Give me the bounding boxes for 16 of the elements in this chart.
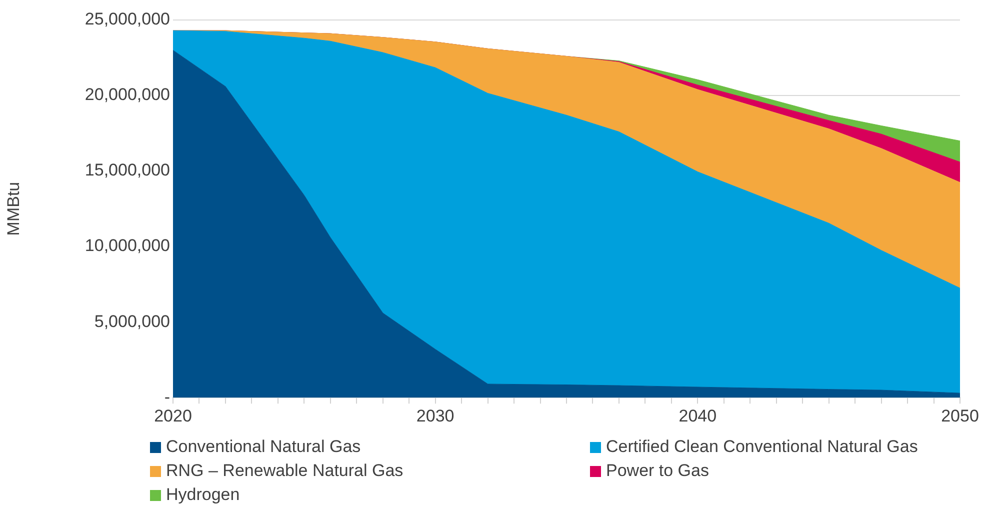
legend-label: RNG – Renewable Natural Gas	[166, 461, 404, 481]
y-tick-label: -	[164, 387, 170, 406]
y-tick-label: 25,000,000	[84, 10, 170, 29]
y-tick-label: 15,000,000	[84, 160, 170, 180]
legend-label: Hydrogen	[166, 485, 240, 505]
x-tick-label: 2030	[416, 406, 454, 426]
x-tick-label: 2020	[154, 406, 192, 426]
y-tick-label: 5,000,000	[94, 312, 170, 331]
y-tick-label: 20,000,000	[84, 85, 170, 104]
y-tick-label: 10,000,000	[84, 236, 170, 256]
legend-label: Conventional Natural Gas	[166, 437, 361, 457]
x-tick-label: 2050	[941, 406, 979, 426]
legend-label: Certified Clean Conventional Natural Gas	[606, 437, 918, 457]
y-axis-title: MMBtu	[4, 182, 23, 236]
x-tick-label: 2040	[678, 406, 717, 426]
legend-label: Power to Gas	[606, 461, 709, 481]
